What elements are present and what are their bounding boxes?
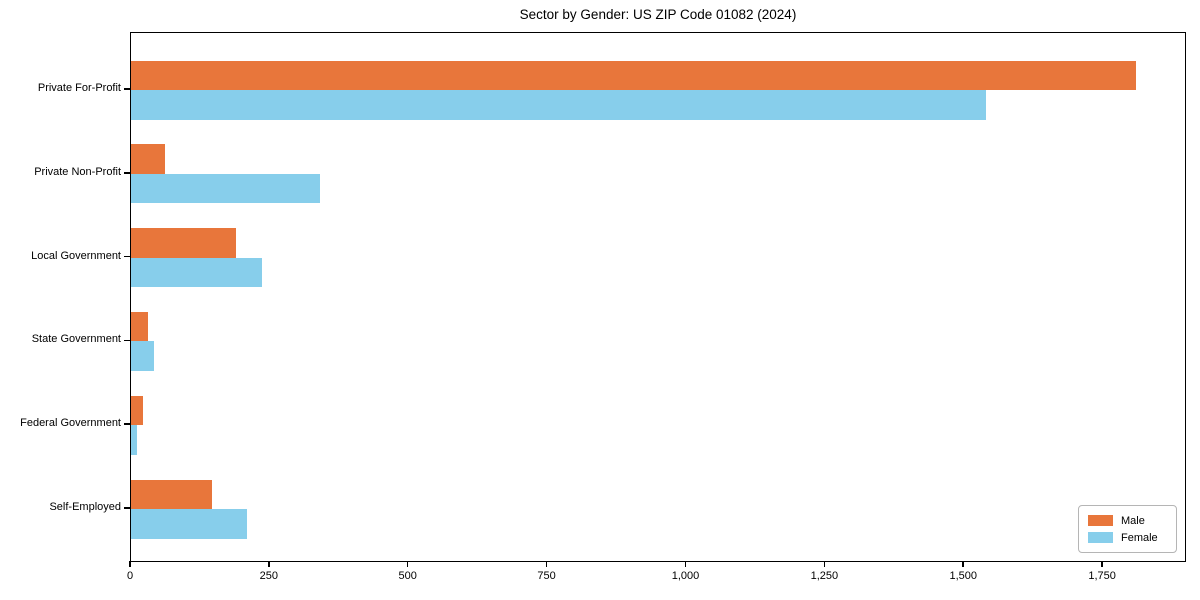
bar-female-private-non-profit: [131, 173, 320, 204]
legend-label: Male: [1121, 514, 1145, 527]
y-axis-label: State Government: [31, 333, 121, 346]
bar-female-private-for-profit: [131, 90, 987, 120]
bar-group: [131, 144, 1185, 204]
x-tick-mark: [1101, 561, 1103, 567]
legend-swatch-female: [1088, 532, 1113, 543]
y-axis-label: Self-Employed: [49, 501, 121, 513]
bar-male-federal-government: [131, 395, 144, 426]
y-axis-label: Federal Government: [20, 417, 121, 430]
bar-group: [131, 479, 1185, 539]
bar-group: [131, 311, 1185, 371]
x-tick-mark: [823, 561, 826, 567]
y-tick-mark: [124, 255, 130, 258]
legend-label: Female: [1121, 531, 1158, 544]
bar-female-local-government: [131, 257, 262, 288]
x-tick-label: 500: [398, 570, 417, 582]
y-axis-label: Private Non-Profit: [34, 165, 121, 178]
y-axis-label: Local Government: [31, 249, 121, 262]
bar-male-local-government: [131, 228, 236, 258]
legend-item-female: Female: [1088, 532, 1176, 544]
bar-group: [131, 395, 1185, 455]
bar-female-state-government: [131, 341, 155, 371]
bar-male-private-non-profit: [131, 144, 166, 174]
legend-swatch-male: [1088, 515, 1113, 526]
bar-female-federal-government: [131, 425, 137, 455]
bar-group: [131, 60, 1185, 120]
x-tick-mark: [962, 561, 964, 567]
x-tick-mark: [129, 561, 131, 567]
chart-title: Sector by Gender: US ZIP Code 01082 (202…: [519, 7, 797, 22]
x-tick-label: 750: [537, 570, 556, 582]
y-tick-mark: [124, 423, 130, 425]
legend-item-male: Male: [1088, 515, 1176, 527]
y-tick-mark: [124, 339, 130, 342]
y-tick-mark: [124, 172, 130, 174]
x-tick-label: 1,500: [949, 570, 977, 582]
bar-male-private-for-profit: [131, 60, 1137, 90]
legend: Male Female: [1078, 505, 1177, 553]
y-axis-label: Private For-Profit: [37, 82, 121, 94]
y-tick-mark: [124, 88, 130, 90]
x-tick-mark: [406, 561, 409, 567]
x-tick-label: 1,250: [810, 570, 839, 582]
x-tick-label: 1,000: [671, 570, 700, 582]
x-tick-label: 0: [126, 570, 134, 582]
x-tick-mark: [268, 561, 270, 567]
bar-female-self-employed: [131, 509, 247, 539]
bar-group: [131, 228, 1185, 288]
x-tick-mark: [545, 561, 548, 567]
x-tick-label: 1,750: [1088, 570, 1116, 582]
bar-male-self-employed: [131, 479, 212, 509]
plot-area: Male Female: [130, 32, 1186, 562]
y-tick-mark: [124, 507, 130, 509]
x-tick-mark: [684, 561, 687, 567]
bar-male-state-government: [131, 311, 149, 342]
x-tick-label: 250: [259, 570, 279, 582]
